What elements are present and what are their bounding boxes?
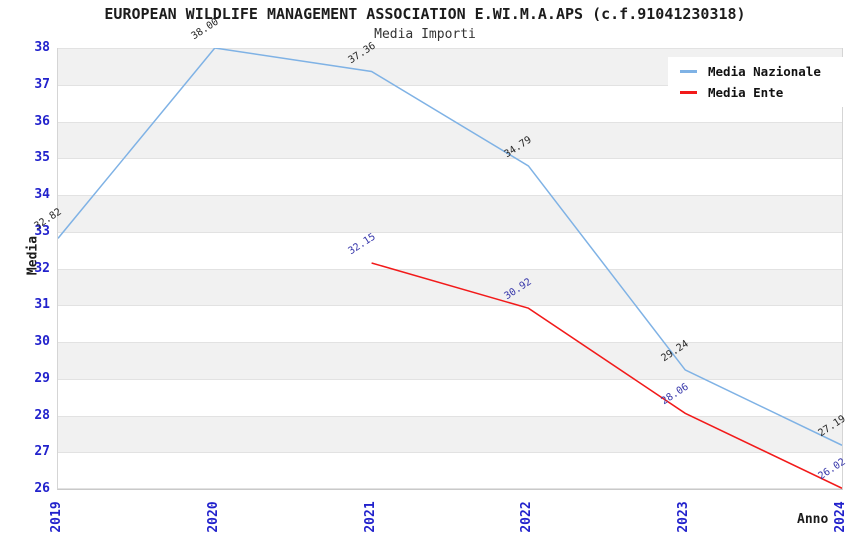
plot-band xyxy=(58,452,842,489)
y-axis-title: Media xyxy=(25,235,41,276)
chart-subtitle: Media Importi xyxy=(374,27,476,42)
chart-title: EUROPEAN WILDLIFE MANAGEMENT ASSOCIATION… xyxy=(104,5,746,23)
plot-band xyxy=(58,231,842,269)
gridline xyxy=(58,488,842,489)
plot-band xyxy=(58,415,842,453)
plot-band xyxy=(58,121,842,159)
gridline xyxy=(58,121,842,123)
gridline xyxy=(58,158,842,160)
plot-band xyxy=(58,158,842,195)
plot-band xyxy=(58,268,842,306)
legend-item: Media Nazionale xyxy=(668,61,845,82)
y-tick-label: 26 xyxy=(34,481,50,496)
x-tick-label: 2022 xyxy=(519,501,535,533)
gridline xyxy=(58,268,842,270)
x-tick-label: 2019 xyxy=(49,501,64,533)
legend-item: Media Ente xyxy=(668,82,845,103)
y-tick-label: 30 xyxy=(34,334,50,349)
x-tick-label: 2023 xyxy=(676,501,692,533)
gridline xyxy=(58,84,842,86)
series-line-media-nazionale xyxy=(58,48,842,446)
y-tick-label: 34 xyxy=(34,187,50,202)
plot-area xyxy=(57,48,843,490)
plot-band xyxy=(58,342,842,379)
x-tick-label: 2024 xyxy=(833,501,848,533)
plot-band xyxy=(58,195,842,232)
y-tick-label: 38 xyxy=(34,40,50,55)
y-tick-label: 33 xyxy=(34,223,50,239)
gridline xyxy=(58,48,842,49)
y-tick-label: 29 xyxy=(34,370,50,386)
y-tick-label: 37 xyxy=(34,76,50,92)
gridline xyxy=(58,378,842,380)
x-tick-label: 2020 xyxy=(205,501,221,533)
gridline xyxy=(58,452,842,454)
y-tick-label: 35 xyxy=(34,150,50,166)
gridline xyxy=(58,305,842,307)
legend-label: Media Ente xyxy=(708,85,784,100)
y-tick-label: 27 xyxy=(34,444,50,460)
legend: Media Nazionale Media Ente xyxy=(668,57,845,107)
legend-line-swatch xyxy=(680,70,697,73)
series-line-media-ente xyxy=(371,262,842,489)
gridline xyxy=(58,231,842,233)
plot-band xyxy=(58,305,842,342)
legend-line-swatch xyxy=(680,91,697,94)
series-lines-svg xyxy=(58,48,842,489)
gridline xyxy=(58,415,842,417)
legend-label: Media Nazionale xyxy=(708,64,821,79)
x-tick-label: 2021 xyxy=(362,501,378,533)
y-tick-label: 36 xyxy=(34,113,50,129)
y-tick-label: 32 xyxy=(34,260,50,276)
plot-band xyxy=(58,378,842,416)
gridline xyxy=(58,342,842,343)
y-tick-label: 31 xyxy=(34,297,50,313)
gridline xyxy=(58,195,842,196)
x-axis-title: Anno xyxy=(797,512,829,527)
y-tick-label: 28 xyxy=(34,407,50,423)
